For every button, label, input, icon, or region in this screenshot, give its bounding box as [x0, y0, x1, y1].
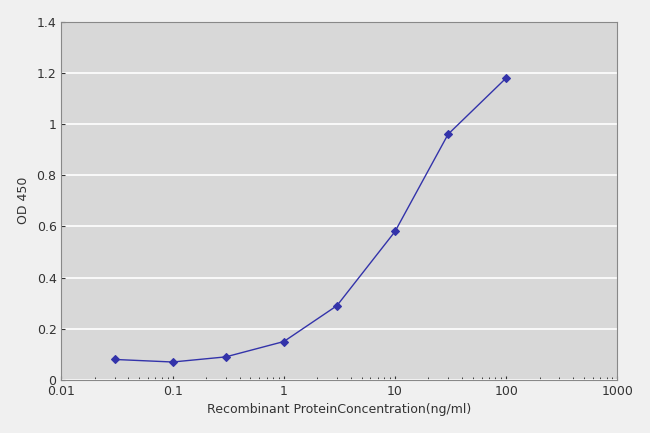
Y-axis label: OD 450: OD 450: [17, 177, 30, 224]
X-axis label: Recombinant ProteinConcentration(ng/ml): Recombinant ProteinConcentration(ng/ml): [207, 403, 471, 417]
